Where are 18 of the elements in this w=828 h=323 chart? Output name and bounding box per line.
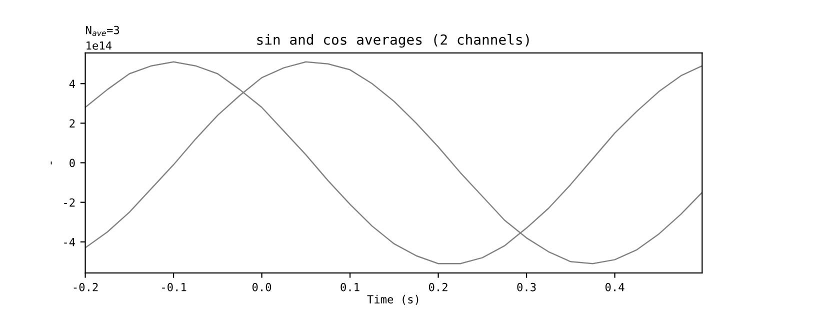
x-tick-label: 0.2: [428, 282, 448, 292]
x-axis-title: Time (s): [367, 294, 418, 305]
x-tick-label: 0.1: [340, 282, 360, 292]
text: 1e14: [86, 41, 112, 50]
y-tick-label: 0: [70, 158, 75, 168]
y-tick-label: -4: [64, 238, 76, 246]
x-tick-label: 0.0: [252, 282, 272, 292]
y-tick-label: -2: [64, 198, 75, 207]
chart-title: sin and cos averages (2 channels): [257, 34, 529, 48]
x-tick-label: 0.3: [517, 282, 536, 292]
x-tick-label: -0.1: [162, 282, 186, 292]
x-tick-label: 0.4: [605, 282, 624, 292]
y-tick-label: 2: [70, 119, 75, 128]
line-series: [85, 61, 702, 264]
text: N$_{ave}$=3: [86, 26, 120, 36]
y-axis-title: -: [50, 162, 52, 164]
y-tick-label: 4: [69, 80, 76, 88]
x-tick-label: -0.2: [74, 282, 98, 292]
